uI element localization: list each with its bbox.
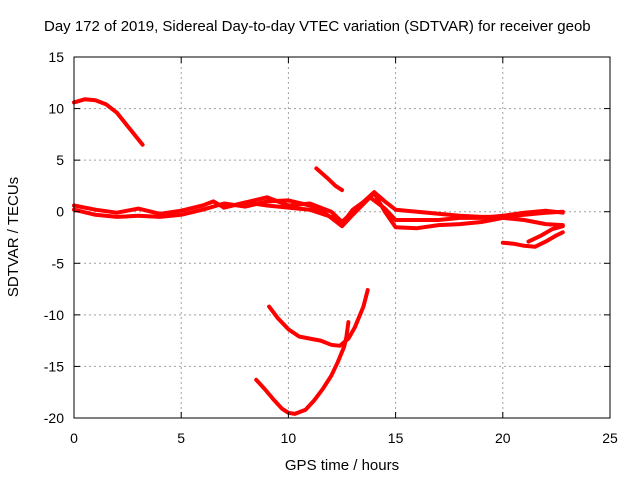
y-tick-label: 0: [56, 204, 64, 220]
y-tick-label: 10: [48, 101, 64, 117]
y-tick-label: -15: [44, 358, 64, 374]
x-tick-label: 0: [70, 430, 78, 446]
y-tick-label: -5: [52, 255, 65, 271]
x-tick-label: 10: [281, 430, 297, 446]
x-axis-tick-labels: 0 5 10 15 20 25: [70, 430, 618, 446]
x-tick-label: 20: [495, 430, 511, 446]
series-track-7: [526, 224, 565, 244]
series-track-1: [72, 97, 145, 147]
y-tick-label: 5: [56, 152, 64, 168]
axis-ticks: [73, 56, 611, 419]
series-track-8: [267, 288, 370, 348]
series-track-6: [500, 230, 565, 249]
series-track-9: [254, 320, 351, 416]
y-tick-label: -20: [44, 410, 64, 426]
plot-frame: [73, 56, 611, 419]
x-tick-label: 25: [602, 430, 618, 446]
x-axis-label: GPS time / hours: [285, 457, 399, 474]
chart-title: Day 172 of 2019, Sidereal Day-to-day VTE…: [44, 18, 591, 35]
data-series: [72, 97, 565, 416]
x-tick-label: 5: [177, 430, 185, 446]
y-tick-label: -10: [44, 307, 64, 323]
y-axis-label: SDTVAR / TECUs: [5, 177, 22, 297]
series-track-5: [314, 166, 344, 193]
y-tick-label: 15: [48, 49, 64, 65]
y-axis-tick-labels: -20 -15 -10 -5 0 5 10 15: [44, 49, 64, 426]
x-tick-label: 15: [388, 430, 404, 446]
series-track-4: [222, 195, 565, 227]
